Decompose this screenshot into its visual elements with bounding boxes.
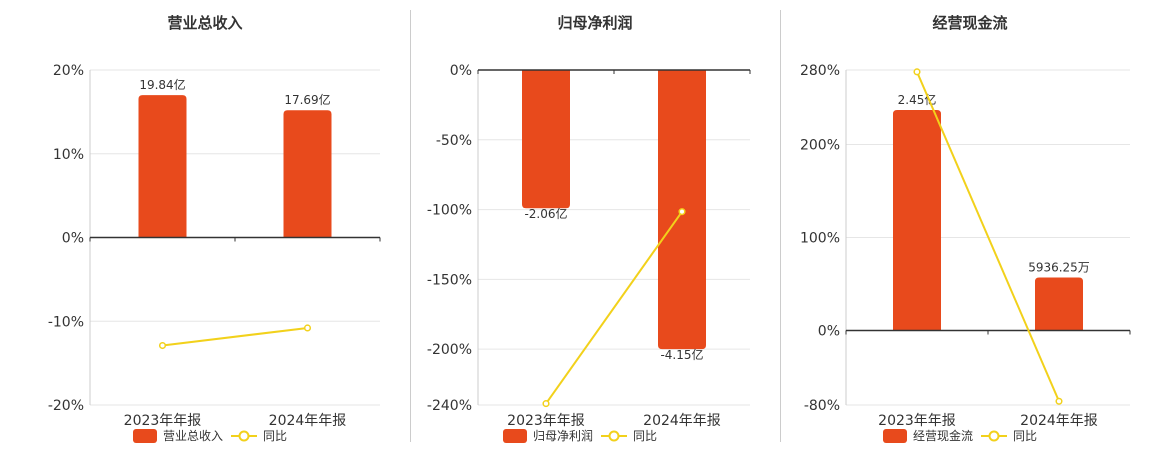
y-tick-label: 20% xyxy=(53,63,84,79)
y-tick-label: 100% xyxy=(800,231,840,247)
legend-bar-swatch[interactable] xyxy=(503,428,527,443)
bar[interactable] xyxy=(138,95,187,238)
y-tick-label: 200% xyxy=(800,137,840,153)
bar-data-label: -2.06亿 xyxy=(524,206,567,221)
legend-bar-label[interactable]: 营业总收入 xyxy=(163,429,224,443)
y-tick-label: 0% xyxy=(818,324,840,340)
bar[interactable] xyxy=(283,110,332,238)
panel-divider xyxy=(780,10,781,442)
legend-line-label[interactable]: 同比 xyxy=(1013,429,1038,443)
chart-title: 经营现金流 xyxy=(932,14,1008,32)
y-tick-label: -50% xyxy=(436,133,472,149)
y-tick-label: 0% xyxy=(62,231,84,247)
bar[interactable] xyxy=(522,70,570,209)
yoy-line xyxy=(545,211,683,405)
legend-line-icon[interactable] xyxy=(981,429,1008,443)
y-tick-label: -100% xyxy=(427,203,472,219)
bar-data-label: -4.15亿 xyxy=(660,347,703,362)
x-category-label: 2024年年报 xyxy=(269,413,347,429)
legend-line-icon[interactable] xyxy=(601,429,628,443)
yoy-point[interactable] xyxy=(542,400,550,408)
y-tick-label: 280% xyxy=(800,63,840,79)
y-tick-label: -20% xyxy=(48,398,84,414)
x-category-label: 2023年年报 xyxy=(124,413,202,429)
yoy-point[interactable] xyxy=(303,324,312,332)
yoy-line xyxy=(916,71,1060,402)
yoy-point[interactable] xyxy=(1055,397,1063,405)
y-tick-label: -240% xyxy=(427,398,472,414)
x-category-label: 2023年年报 xyxy=(878,413,956,429)
legend-line-icon[interactable] xyxy=(231,429,258,443)
x-category-label: 2023年年报 xyxy=(507,413,585,429)
chart-legend: 归母净利润 同比 xyxy=(503,427,657,444)
chart-legend: 经营现金流 同比 xyxy=(883,427,1037,444)
y-tick-label: -80% xyxy=(804,398,840,414)
chart-title: 归母净利润 xyxy=(557,14,633,32)
yoy-point[interactable] xyxy=(678,208,686,216)
yoy-point[interactable] xyxy=(913,68,921,76)
y-tick-label: -200% xyxy=(427,342,472,358)
y-tick-label: -150% xyxy=(427,272,472,288)
legend-bar-label[interactable]: 经营现金流 xyxy=(913,429,974,443)
yoy-line xyxy=(162,326,308,347)
bar[interactable] xyxy=(1035,277,1083,331)
bar-data-label: 5936.25万 xyxy=(1028,261,1090,275)
x-category-label: 2024年年报 xyxy=(1020,413,1098,429)
chart-legend: 营业总收入 同比 xyxy=(133,427,287,444)
panel-divider xyxy=(410,10,411,442)
bar-data-label: 19.84亿 xyxy=(139,77,185,92)
y-tick-label: -10% xyxy=(48,314,84,330)
legend-bar-swatch[interactable] xyxy=(133,428,157,443)
y-tick-label: 10% xyxy=(53,147,84,163)
legend-bar-label[interactable]: 归母净利润 xyxy=(533,429,594,443)
bar[interactable] xyxy=(893,110,941,331)
legend-line-label[interactable]: 同比 xyxy=(263,429,288,443)
legend-bar-swatch[interactable] xyxy=(883,428,907,443)
bar-data-label: 17.69亿 xyxy=(284,92,330,107)
x-category-label: 2024年年报 xyxy=(643,413,721,429)
chart-title: 营业总收入 xyxy=(167,14,243,32)
yoy-point[interactable] xyxy=(158,341,167,350)
legend-line-label[interactable]: 同比 xyxy=(633,429,658,443)
y-tick-label: 0% xyxy=(450,63,472,79)
